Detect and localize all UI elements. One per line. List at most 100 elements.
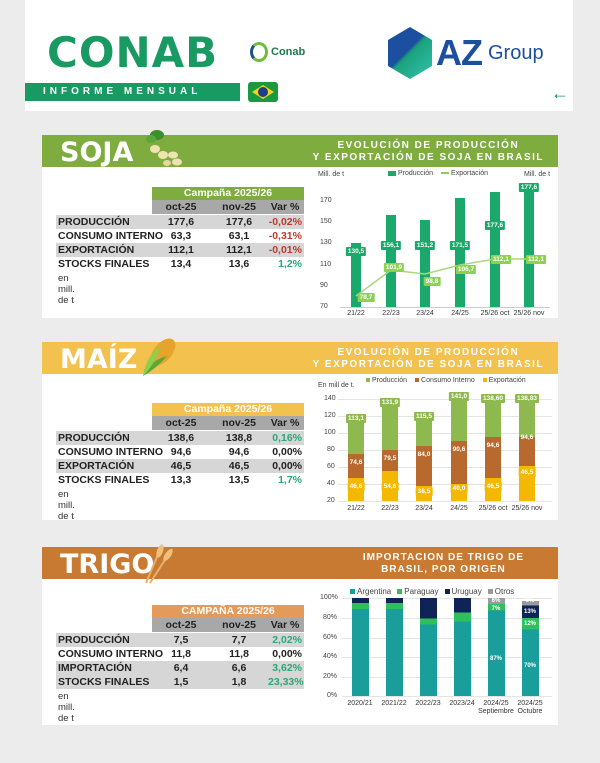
nov-value: 94,6 <box>228 446 250 458</box>
row-label: IMPORTACIÓN <box>58 662 132 674</box>
conab-logo-text: Conab <box>271 46 306 58</box>
table-row: PRODUCCIÓN 138,6 138,8 0,16% <box>56 431 304 445</box>
data-label: 54,6 <box>381 482 399 491</box>
wheat-icon <box>140 537 180 593</box>
y-tick: 0% <box>327 692 338 699</box>
data-label: 177,6 <box>518 183 540 192</box>
conab-logo: Conab <box>250 42 305 62</box>
report-header: CONAB Conab INFORME MENSUAL AZ Group ← <box>25 0 573 111</box>
gridline <box>342 677 552 678</box>
data-label: 156,1 <box>380 241 402 250</box>
maiz-legend: Producción Consumo Interno Exportación <box>366 377 526 384</box>
oct-value: 7,5 <box>173 634 189 646</box>
data-label: 138,60 <box>481 394 505 403</box>
var-value: 0,00% <box>272 446 302 458</box>
y-tick: 40 <box>327 480 335 487</box>
soja-bar-2324 <box>420 220 430 307</box>
soja-bar-2526oct <box>490 192 500 307</box>
col-nov: nov-25 <box>222 417 256 429</box>
nov-value: 138,8 <box>225 432 253 444</box>
y-tick: 20 <box>327 497 335 504</box>
maiz-chart-title-line2: Y EXPORTACIÓN DE SOJA EN BRASIL <box>312 359 544 370</box>
oct-value: 138,6 <box>167 432 195 444</box>
oct-value: 1,5 <box>173 676 189 688</box>
data-label: 79,5 <box>383 455 397 462</box>
x-tick: 25/26 nov <box>511 505 543 512</box>
trigo-band: TRIGO IMPORTACION DE TRIGO DE BRASIL, PO… <box>42 544 558 584</box>
soja-bar-2122 <box>351 243 361 307</box>
gridline <box>342 696 552 697</box>
x-tick: 2024/25 Septiembre <box>478 700 514 715</box>
nov-value: 177,6 <box>225 216 253 228</box>
maiz-chart-title: EVOLUCIÓN DE PRODUCCIÓN Y EXPORTACIÓN DE… <box>313 347 544 371</box>
col-nov: nov-25 <box>222 201 256 213</box>
trigo-bar-2223 <box>420 598 437 696</box>
row-label: STOCKS FINALES <box>58 676 150 688</box>
data-label: 70% <box>523 663 537 669</box>
az-logo-text: AZ <box>436 32 483 73</box>
oct-value: 63,3 <box>170 230 192 242</box>
nov-value: 46,5 <box>228 460 250 472</box>
var-value: 0,16% <box>272 432 302 444</box>
col-var: Var % <box>270 619 300 631</box>
maiz-title: MAÍZ <box>60 344 138 375</box>
x-tick: 21/22 <box>347 505 365 512</box>
trigo-chart-title: IMPORTACION DE TRIGO DE BRASIL, POR ORIG… <box>363 552 524 576</box>
data-label: 177,6 <box>484 221 506 230</box>
data-label: 141,0 <box>448 392 470 401</box>
col-oct: oct-25 <box>165 417 197 429</box>
data-label: 115,5 <box>414 412 434 421</box>
y-tick: 70 <box>320 303 328 310</box>
y-tick: 110 <box>320 261 332 268</box>
oct-value: 13,4 <box>170 258 192 270</box>
table-row: PRODUCCIÓN 7,5 7,7 2,02% <box>56 633 304 647</box>
trigo-bar-2324 <box>454 598 471 696</box>
y-tick: 150 <box>320 218 332 225</box>
y-tick: 60% <box>323 634 338 641</box>
soja-bar-2425 <box>455 198 465 307</box>
data-label: 12% <box>523 621 537 627</box>
y-tick: 60 <box>327 463 335 470</box>
row-label: CONSUMO INTERNO <box>58 230 163 242</box>
unit-note: en mill. de t <box>58 273 75 306</box>
y-tick: 130 <box>320 239 332 246</box>
gridline <box>342 657 552 658</box>
data-label: 106,7 <box>455 265 477 274</box>
x-tick: 2022/23 <box>415 700 441 707</box>
oct-value: 13,3 <box>170 474 192 486</box>
row-label: PRODUCCIÓN <box>58 216 130 228</box>
maiz-section: MAÍZ EVOLUCIÓN DE PRODUCCIÓN Y EXPORTACI… <box>42 338 558 522</box>
x-tick: 25/26 nov <box>513 310 545 317</box>
oct-value: 94,6 <box>170 446 192 458</box>
unit-note: en mill. de t <box>58 489 75 522</box>
y-tick: 100% <box>320 594 338 601</box>
trigo-column-headers: oct-25 nov-25 Var % <box>152 618 304 632</box>
brazil-flag-icon <box>248 82 278 102</box>
var-value: 2,02% <box>272 634 302 646</box>
row-label: PRODUCCIÓN <box>58 432 130 444</box>
az-group-logo: AZ Group <box>388 27 544 79</box>
y-tick: 80 <box>327 446 335 453</box>
x-tick: 23/24 <box>415 505 433 512</box>
data-label: 112,1 <box>491 255 511 264</box>
back-arrow-icon[interactable]: ← <box>551 83 569 103</box>
soja-bar-2526nov <box>524 192 534 307</box>
data-label: 131,9 <box>379 398 401 407</box>
data-label: 94,6 <box>486 442 500 449</box>
trigo-chart-title-line2: BRASIL, POR ORIGEN <box>381 564 506 575</box>
y-axis-label-left: Mill. de t <box>318 171 345 178</box>
col-oct: oct-25 <box>165 201 197 213</box>
x-tick: 21/22 <box>347 310 365 317</box>
nov-value: 13,5 <box>228 474 250 486</box>
az-cube-icon <box>388 27 432 79</box>
row-label: EXPORTACIÓN <box>58 460 135 472</box>
soja-chart: Mill. de t Mill. de t Producción Exporta… <box>314 167 558 318</box>
trigo-chart-title-line1: IMPORTACION DE TRIGO DE <box>362 552 524 563</box>
data-label: 6% <box>525 598 535 604</box>
soja-campaign-header: Campaña 2025/26 <box>152 187 304 200</box>
data-label: 112,1 <box>526 255 546 264</box>
var-value: 1,2% <box>278 258 302 270</box>
y-tick: 140 <box>324 395 336 402</box>
data-label: 7% <box>491 606 501 612</box>
nov-value: 6,6 <box>231 662 247 674</box>
